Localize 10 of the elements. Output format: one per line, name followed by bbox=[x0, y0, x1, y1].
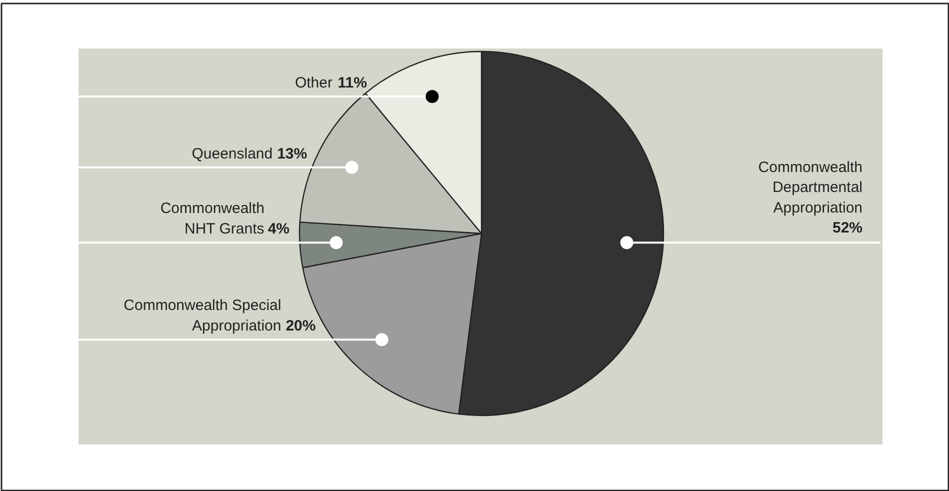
slice-label: Other bbox=[294, 74, 332, 92]
data-label: 20% bbox=[286, 318, 316, 335]
data-label: 11% bbox=[338, 74, 367, 92]
data-label: 13% bbox=[277, 145, 308, 162]
data-label: 52% bbox=[832, 220, 863, 237]
slice-label: Queensland bbox=[192, 145, 273, 162]
slice-label: Commonwealth NHT Grants bbox=[160, 200, 265, 238]
slice-label: Commonwealth Special Appropriation bbox=[124, 297, 282, 335]
data-label: 4% bbox=[268, 220, 290, 238]
slice-label: Commonwealth Departmental Appropriation bbox=[758, 158, 863, 217]
